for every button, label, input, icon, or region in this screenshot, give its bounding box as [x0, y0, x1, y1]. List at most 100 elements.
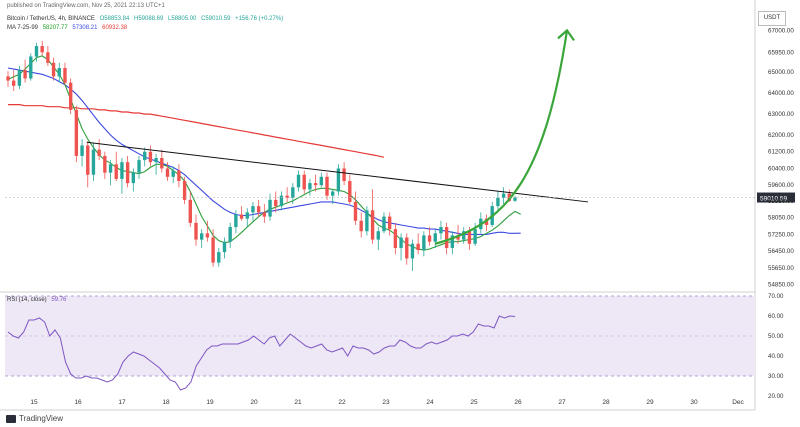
candle-body: [382, 216, 386, 232]
rsi-line: [7, 315, 516, 391]
candle-body: [285, 195, 289, 198]
published-note: published on TradingView.com, Nov 25, 20…: [7, 3, 165, 9]
price-tick-label: 58050.00: [768, 215, 794, 222]
candle-body: [108, 164, 113, 173]
candle-body: [422, 235, 426, 251]
rsi-band: [5, 295, 755, 377]
ma99-line: [8, 103, 385, 158]
annotations: [5, 28, 755, 245]
axes: 59010.59 67000.00 65950.00 65000.00 64000.00…: [0, 27, 795, 411]
price-tick-label: 65950.00: [768, 49, 794, 56]
change-value: +156.76 (+0.27%): [235, 16, 284, 22]
candle-body: [17, 70, 22, 86]
candle-body: [171, 170, 175, 177]
candle-body: [137, 160, 141, 173]
price-tick-label: 55650.00: [768, 265, 794, 272]
x-tick-label: Dec: [732, 399, 744, 406]
candle-body: [228, 227, 232, 242]
candle-body: [331, 191, 335, 196]
rsi-label: RSI (14, close): [7, 297, 47, 303]
candle-body: [74, 109, 79, 156]
candle-body: [308, 183, 312, 190]
current-price-label: 59010.59: [760, 196, 787, 203]
candle-body: [12, 80, 16, 86]
candle-body: [239, 214, 244, 219]
candle-body: [456, 235, 460, 240]
rsi-tick-label: 40.00: [768, 353, 784, 360]
price-tick-label: 54850.00: [768, 282, 794, 289]
x-tick-label: 29: [646, 399, 654, 406]
high-value: H59088.69: [133, 16, 164, 22]
x-tick-label: 25: [470, 399, 478, 406]
candle-body: [68, 82, 73, 110]
candle-body: [473, 229, 477, 244]
candle-body: [262, 212, 267, 217]
candle-body: [274, 199, 278, 207]
x-tick-label: 28: [602, 399, 610, 406]
candle-body: [46, 52, 50, 63]
candle-body: [387, 216, 392, 230]
candle-body: [279, 195, 284, 207]
price-tick-label: 62000.00: [768, 132, 794, 139]
ma25-value: 57308.21: [72, 25, 98, 31]
candle-body: [496, 197, 500, 207]
candle-body: [433, 233, 437, 242]
x-tick-label: 17: [118, 399, 126, 406]
rsi-tick-label: 50.00: [768, 333, 784, 340]
candle-body: [40, 46, 44, 53]
candle-body: [353, 201, 358, 221]
candle-body: [348, 181, 352, 202]
candle-body: [143, 151, 147, 161]
current-price-badge: [757, 192, 795, 203]
x-tick-label: 30: [690, 399, 698, 406]
price-tick-label: 64000.00: [768, 90, 794, 97]
candle-body: [120, 162, 124, 179]
trendline: [86, 141, 589, 203]
candle-body: [501, 193, 506, 198]
price-tick-label: 65000.00: [768, 69, 794, 76]
tradingview-logo-icon: [6, 414, 16, 423]
candle-body: [182, 181, 187, 200]
candle-body: [319, 176, 324, 186]
candle-body: [97, 149, 101, 156]
candle-body: [6, 76, 10, 81]
open-value: O58853.84: [99, 16, 130, 22]
candle-body: [416, 243, 420, 251]
candle-body: [154, 158, 158, 163]
candlesticks: [6, 40, 517, 271]
candle-body: [165, 168, 170, 177]
candle-body: [205, 233, 210, 238]
candle-body: [103, 155, 107, 173]
candle-body: [359, 220, 363, 232]
close-value: C59010.59: [201, 16, 231, 22]
candle-body: [199, 233, 204, 240]
candle-body: [325, 176, 329, 196]
candle-body: [188, 199, 192, 223]
candle-body: [467, 231, 472, 244]
ma99-value: 60932.38: [102, 25, 128, 31]
x-tick-label: 27: [558, 399, 566, 406]
candle-body: [114, 164, 118, 179]
rsi-value: 59.76: [51, 297, 67, 303]
rsi-tick-label: 30.00: [768, 373, 784, 380]
x-tick-label: 23: [382, 399, 390, 406]
candle-body: [444, 227, 449, 248]
candle-body: [125, 162, 130, 184]
rsi-legend: RSI (14, close) 59.76: [7, 297, 69, 303]
candle-body: [513, 197, 517, 201]
candle-body: [86, 145, 90, 175]
price-tick-label: 61200.00: [768, 149, 794, 156]
candle-body: [370, 210, 375, 240]
candle-body: [23, 70, 27, 79]
candle-body: [194, 222, 198, 240]
price-tick-label: 58850.00: [768, 198, 794, 205]
tradingview-logo[interactable]: TradingView: [6, 414, 63, 423]
rsi-tick-label: 70.00: [768, 293, 784, 300]
brand-name: TradingView: [19, 414, 64, 423]
rsi-tick-label: 20.00: [768, 393, 784, 400]
price-tick-label: 60400.00: [768, 165, 794, 172]
candle-body: [131, 172, 136, 184]
candle-body: [251, 206, 255, 213]
candle-body: [291, 187, 295, 198]
currency-selector[interactable]: USDT: [758, 11, 786, 26]
